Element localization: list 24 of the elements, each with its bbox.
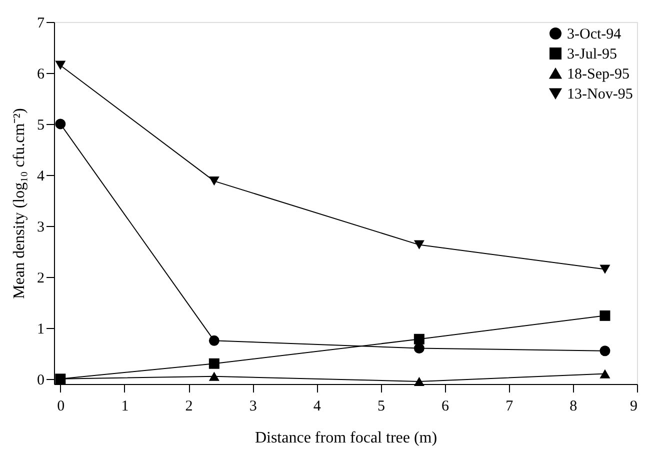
y-tick-label: 5	[37, 117, 44, 134]
x-tick-label: 8	[570, 398, 578, 414]
x-tick-label: 9	[630, 398, 638, 414]
x-tick-label: 2	[185, 398, 193, 414]
y-tick-label: 1	[37, 321, 44, 338]
legend-label: 3-Oct-94	[567, 26, 622, 42]
y-tick-label: 2	[37, 270, 44, 286]
y-tick-label: 4	[37, 168, 45, 184]
legend-label: 3-Jul-95	[567, 46, 617, 62]
legend-label: 13-Nov-95	[567, 86, 633, 102]
x-tick-label: 3	[249, 398, 257, 414]
y-tick-label: 6	[37, 66, 45, 82]
x-tick-label: 7	[506, 398, 514, 414]
y-axis-title: Mean density (log₁₀ cfu.cm⁻²)	[11, 108, 28, 299]
x-tick-label: 6	[442, 398, 450, 414]
y-tick-label: 7	[37, 16, 45, 32]
y-tick-label: 3	[37, 219, 44, 236]
x-tick-label: 4	[313, 398, 322, 414]
x-tick-label: 5	[377, 398, 385, 414]
y-tick-label: 0	[37, 372, 44, 388]
x-tick-label: 1	[121, 398, 129, 414]
x-tick-label: 0	[57, 398, 65, 414]
x-axis-title: Distance from focal tree (m)	[254, 430, 438, 446]
legend-label: 18-Sep-95	[567, 66, 630, 82]
